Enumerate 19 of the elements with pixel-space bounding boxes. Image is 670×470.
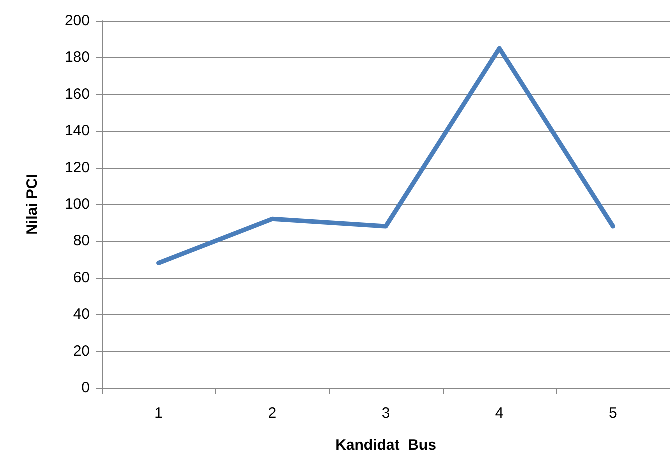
x-axis-title: Kandidat Bus xyxy=(336,437,436,454)
y-tick-label: 200 xyxy=(64,12,90,30)
x-tick-label: 2 xyxy=(268,405,277,422)
y-tick-label: 40 xyxy=(73,306,90,324)
line-series xyxy=(156,46,616,266)
y-tick-label: 180 xyxy=(64,49,90,66)
x-tick-label: 1 xyxy=(154,405,163,422)
y-tick-label: 120 xyxy=(64,159,90,176)
y-tick-label: 20 xyxy=(73,342,90,360)
y-tick-label: 0 xyxy=(82,380,90,396)
x-tick-label: 4 xyxy=(495,405,504,422)
y-tick-label: 80 xyxy=(73,232,90,250)
y-tick-label: 160 xyxy=(64,86,90,103)
y-tick-label: 140 xyxy=(64,122,90,140)
y-axis-title: Nilai PCI xyxy=(24,174,41,235)
y-tick-label: 100 xyxy=(64,196,90,213)
x-tick-label: 3 xyxy=(382,405,390,422)
x-tick-label: 5 xyxy=(609,405,618,422)
y-tick-label: 60 xyxy=(73,269,90,286)
